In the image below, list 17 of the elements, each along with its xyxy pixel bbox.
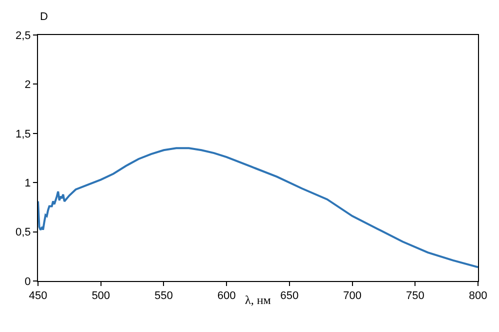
x-tick-label: 450 (28, 290, 48, 302)
y-tick-label: 1,5 (16, 128, 31, 140)
x-tick-label: 700 (343, 290, 362, 302)
y-tick-label: 0 (24, 276, 31, 288)
line-series (38, 147, 478, 268)
y-tick-label: 0,5 (16, 226, 31, 239)
y-tick-label: 1 (24, 177, 31, 190)
y-tick-label: 2 (24, 79, 31, 92)
y-tick-label: 2,5 (16, 30, 31, 42)
y-axis-title: D (40, 11, 48, 23)
x-tick-label: 800 (468, 290, 488, 302)
x-tick-label: 600 (217, 290, 236, 302)
x-tick-label: 550 (154, 290, 173, 302)
x-tick-label: 500 (92, 290, 110, 302)
x-tick-label: 750 (406, 290, 424, 302)
x-tick-label: 650 (280, 290, 299, 302)
x-axis-title: λ, нм (245, 293, 272, 307)
